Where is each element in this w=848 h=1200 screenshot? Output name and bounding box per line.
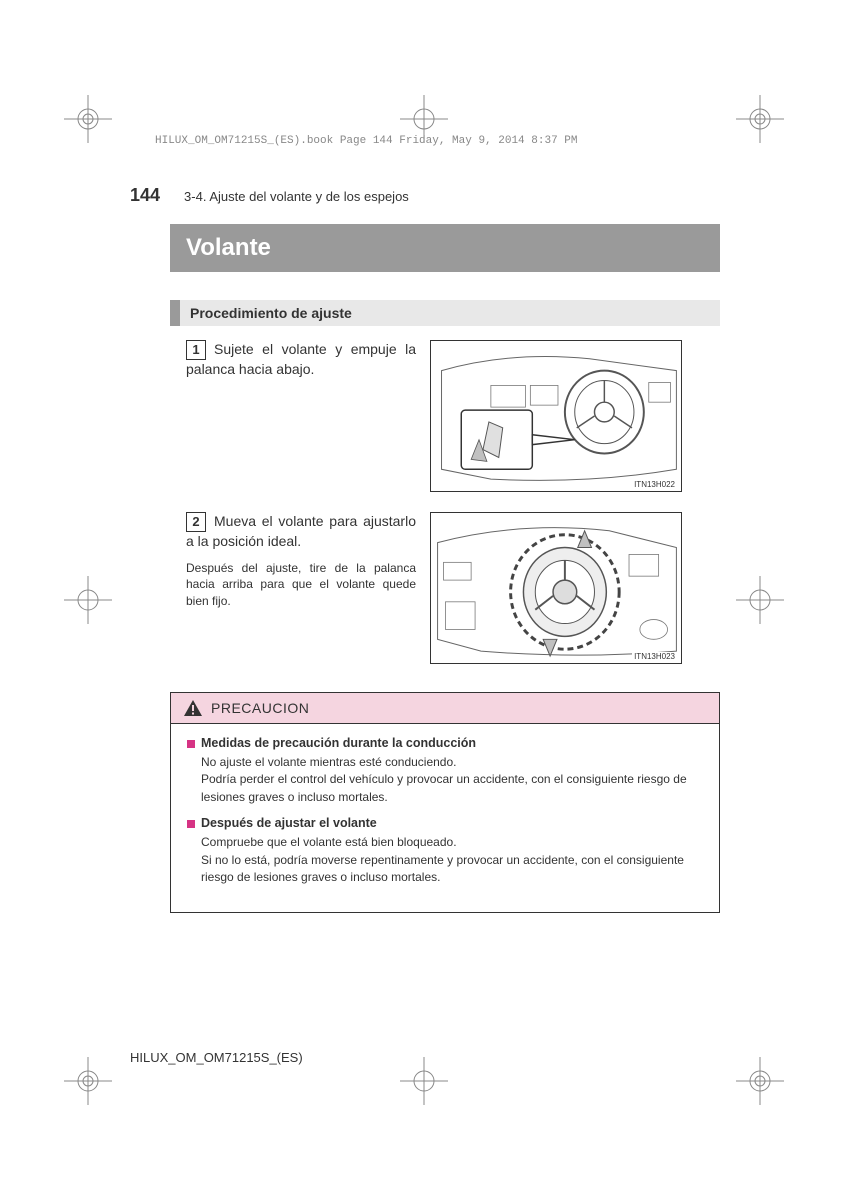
step-text: Sujete el volante y empuje la palanca ha… (186, 341, 416, 377)
crop-mark-icon (64, 95, 112, 143)
section-breadcrumb: 3-4. Ajuste del volante y de los espejos (184, 189, 409, 204)
footer-document-code: HILUX_OM_OM71215S_(ES) (130, 1050, 303, 1065)
step-row: 1Sujete el volante y empuje la palanca h… (186, 340, 720, 492)
bullet-icon (187, 820, 195, 828)
crop-mark-icon (400, 1057, 448, 1105)
crop-mark-icon (736, 1057, 784, 1105)
step-text: Mueva el volante para ajustarlo a la pos… (186, 513, 416, 549)
warning-triangle-icon (183, 699, 203, 717)
caution-header: PRECAUCION (171, 693, 719, 724)
step-illustration: ITN13H023 (430, 512, 682, 664)
caution-title: PRECAUCION (211, 700, 309, 716)
crop-mark-icon (64, 1057, 112, 1105)
header-meta-text: HILUX_OM_OM71215S_(ES).book Page 144 Fri… (155, 135, 577, 147)
caution-item-body: Compruebe que el volante está bien bloqu… (201, 834, 703, 886)
bullet-icon (187, 740, 195, 748)
subsection-title: Procedimiento de ajuste (180, 300, 362, 326)
caution-item-heading: Medidas de precaución durante la conducc… (187, 736, 703, 750)
caution-heading-text: Después de ajustar el volante (201, 816, 377, 830)
caution-box: PRECAUCION Medidas de precaución durante… (170, 692, 720, 913)
page-title: Volante (170, 224, 720, 272)
caution-item-heading: Después de ajustar el volante (187, 816, 703, 830)
caution-item-body: No ajuste el volante mientras esté condu… (201, 754, 703, 806)
illustration-code: ITN13H023 (632, 652, 677, 661)
caution-heading-text: Medidas de precaución durante la conducc… (201, 736, 476, 750)
crop-mark-icon (736, 95, 784, 143)
step-number-box: 2 (186, 512, 206, 532)
accent-bar (170, 300, 180, 326)
illustration-code: ITN13H022 (632, 480, 677, 489)
step-number-box: 1 (186, 340, 206, 360)
step-row: 2Mueva el volante para ajustarlo a la po… (186, 512, 720, 664)
page-number: 144 (130, 185, 160, 206)
step-illustration: ITN13H022 (430, 340, 682, 492)
crop-mark-icon (64, 576, 112, 624)
step-subtext: Después del ajuste, tire de la palanca h… (186, 560, 416, 610)
subsection-header: Procedimiento de ajuste (170, 300, 720, 326)
crop-mark-icon (736, 576, 784, 624)
